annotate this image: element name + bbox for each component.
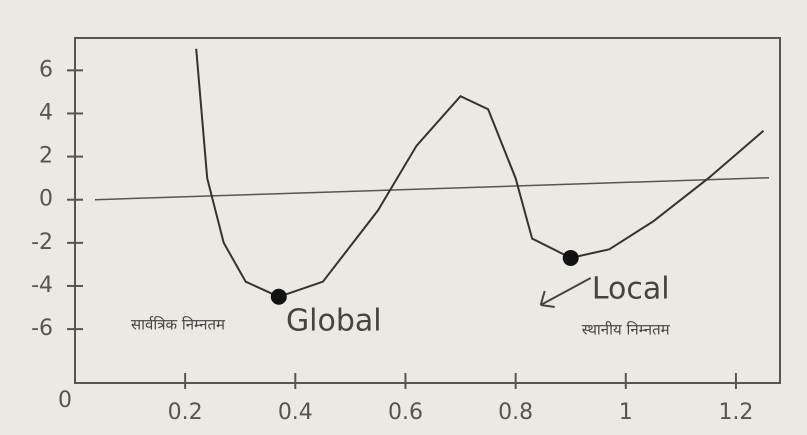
origin-label: 0 xyxy=(58,388,72,413)
y-tick-label: -2 xyxy=(31,230,53,255)
x-tick-label: 1 xyxy=(619,400,633,425)
x-tick-label: 1.2 xyxy=(718,400,753,425)
y-tick-label: -6 xyxy=(31,316,53,341)
paper xyxy=(0,0,807,435)
x-tick-label: 0.8 xyxy=(498,400,533,425)
y-tick-label: -4 xyxy=(31,273,53,298)
annotation: Local xyxy=(592,272,670,307)
annotation: Global xyxy=(286,304,382,339)
annotation: स्थानीय निम्नतम xyxy=(582,321,671,339)
y-tick-label: 2 xyxy=(39,144,53,169)
x-tick-label: 0.6 xyxy=(388,400,423,425)
minimum-point xyxy=(563,250,579,266)
y-tick-label: 6 xyxy=(39,57,53,82)
annotation: सार्वत्रिक निम्नतम xyxy=(131,316,226,334)
x-tick-label: 0.2 xyxy=(168,400,203,425)
y-tick-label: 4 xyxy=(39,100,53,125)
y-tick-label: 0 xyxy=(39,187,53,212)
chart: 6 4 2 0 -2 -4 -6 0.2 0.4 0.6 0.8 1 1.2 0 Global सार्वत्… xyxy=(0,0,807,435)
x-tick-label: 0.4 xyxy=(278,400,313,425)
minimum-point xyxy=(271,289,287,305)
